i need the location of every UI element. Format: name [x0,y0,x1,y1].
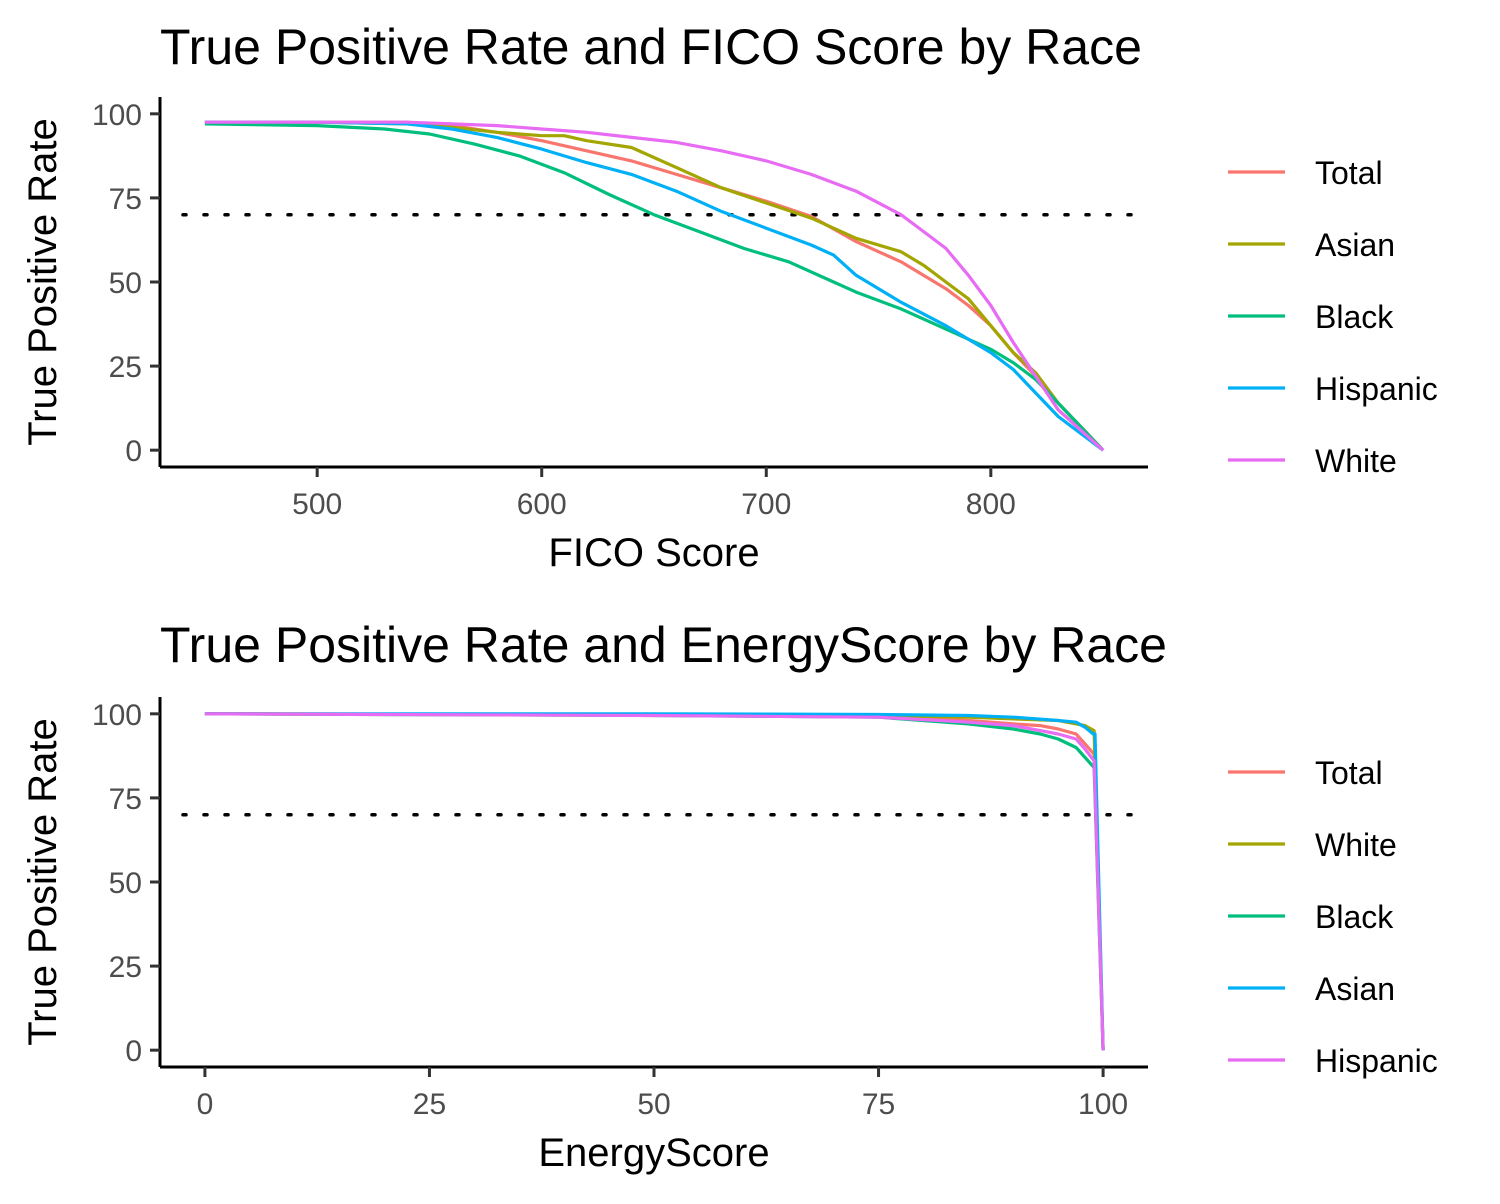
chart-2-series-total [204,712,1105,1051]
chart-1-title: True Positive Rate and FICO Score by Rac… [160,19,1142,75]
chart-2-y-axis-label: True Positive Rate [21,718,65,1046]
chart-2-x-tick-label: 50 [637,1088,670,1121]
chart-2-legend-label-asian: Asian [1315,971,1395,1007]
chart-2-y-tick-label: 0 [125,1035,142,1068]
chart-1-legend-label-hispanic: Hispanic [1315,371,1438,407]
chart-1-x-tick-label: 700 [741,488,791,521]
chart-1-x-tick-label: 600 [517,488,567,521]
chart-2-legend-item-total: Total [1228,755,1383,791]
chart-1-series-black [204,122,1105,452]
chart-2: True Positive Rate and EnergyScore by Ra… [21,617,1438,1175]
chart-2-legend-label-total: Total [1315,755,1383,791]
chart-2-y-tick-label: 25 [109,951,142,984]
chart-1-series-total [204,120,1105,452]
chart-1-legend-item-black: Black [1228,299,1394,335]
chart-1-y-axis-label: True Positive Rate [21,118,65,446]
chart-1-legend-item-white: White [1228,443,1397,479]
chart-2-title: True Positive Rate and EnergyScore by Ra… [160,617,1167,673]
chart-1-legend-label-black: Black [1315,299,1394,335]
chart-1-series-white [204,120,1105,452]
chart-2-x-tick-label: 0 [197,1088,214,1121]
chart-1-x-tick-label: 800 [966,488,1016,521]
chart-1-legend-label-total: Total [1315,155,1383,191]
chart-2-legend-item-asian: Asian [1228,971,1395,1007]
chart-1-y-tick-label: 100 [92,99,142,132]
chart-1-series-hispanic [204,120,1105,452]
chart-1-y-tick-label: 50 [109,267,142,300]
chart-2-series-asian [204,712,1105,1051]
chart-1-legend-item-asian: Asian [1228,227,1395,263]
chart-2-x-axis-label: EnergyScore [538,1131,769,1175]
chart-1-legend-item-hispanic: Hispanic [1228,371,1438,407]
chart-2-y-tick-label: 50 [109,867,142,900]
chart-2-legend-label-white: White [1315,827,1397,863]
chart-1-legend-label-white: White [1315,443,1397,479]
chart-2-legend-item-white: White [1228,827,1397,863]
chart-2-legend-item-black: Black [1228,899,1394,935]
chart-2-x-tick-label: 100 [1078,1088,1128,1121]
chart-1-x-tick-label: 500 [292,488,342,521]
chart-1-legend-label-asian: Asian [1315,227,1395,263]
chart-2-series-hispanic [204,712,1105,1051]
chart-2-x-tick-label: 75 [862,1088,895,1121]
chart-1-x-axis-label: FICO Score [548,531,759,575]
chart-2-series-white [204,712,1105,1051]
chart-1-y-tick-label: 75 [109,183,142,216]
chart-2-y-tick-label: 100 [92,699,142,732]
chart-1-series-asian [204,120,1105,452]
chart-2-legend-label-hispanic: Hispanic [1315,1043,1438,1079]
chart-2-y-tick-label: 75 [109,783,142,816]
chart-1: True Positive Rate and FICO Score by Rac… [21,19,1438,575]
chart-1-y-tick-label: 25 [109,351,142,384]
chart-2-series-black [204,712,1105,1051]
chart-1-y-tick-label: 0 [125,435,142,468]
chart-2-legend-item-hispanic: Hispanic [1228,1043,1438,1079]
chart-2-legend-label-black: Black [1315,899,1394,935]
chart-2-x-tick-label: 25 [413,1088,446,1121]
chart-1-legend-item-total: Total [1228,155,1383,191]
